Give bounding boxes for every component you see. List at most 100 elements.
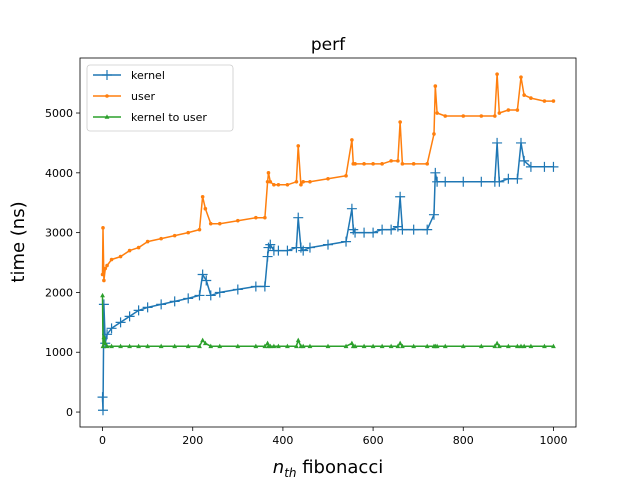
data-point-user: [522, 93, 526, 97]
y-axis-label: time (ns): [8, 201, 29, 282]
data-point-kernel: [515, 137, 526, 148]
x-axis-label-rest: fibonacci: [297, 457, 384, 478]
data-point-user: [101, 226, 105, 230]
data-point-kernel-to-user: [185, 343, 191, 349]
data-point-kernel-to-user: [276, 343, 281, 349]
data-point-kernel: [323, 239, 333, 250]
data-point-user: [217, 221, 222, 226]
data-point-kernel-to-user: [172, 343, 178, 349]
legend-box: [86, 64, 234, 132]
data-point-kernel: [422, 224, 433, 235]
data-point-user: [519, 75, 523, 79]
data-point-kernel-to-user: [442, 343, 448, 349]
data-point-kernel-to-user: [253, 343, 259, 349]
data-point-kernel: [282, 245, 293, 256]
data-point-kernel: [408, 224, 419, 235]
x-tick-label: 0: [99, 434, 106, 447]
data-point-user: [344, 174, 348, 178]
x-tick-label: 800: [453, 434, 474, 447]
data-point-kernel-to-user: [478, 343, 484, 349]
legend-marker-kernel-to-user: [104, 114, 110, 119]
data-point-user: [276, 182, 281, 187]
data-point-kernel: [156, 299, 167, 310]
legend-item-kernel: kernel: [93, 69, 165, 82]
data-point-user: [461, 114, 466, 118]
data-point-kernel: [359, 227, 370, 238]
data-point-kernel: [397, 224, 408, 235]
data-point-user: [411, 162, 416, 166]
x-axis-label: nth fibonacci: [273, 457, 383, 480]
data-point-user: [398, 120, 402, 124]
data-point-kernel: [205, 290, 216, 301]
data-point-kernel-to-user: [395, 343, 401, 349]
data-point-kernel-to-user: [102, 340, 108, 346]
data-point-user: [266, 171, 271, 175]
x-tick-label: 400: [272, 434, 293, 447]
data-point-kernel: [350, 227, 361, 238]
data-point-kernel-to-user: [295, 337, 301, 343]
data-point-kernel-to-user: [400, 343, 405, 349]
data-point-user: [400, 162, 405, 166]
data-point-kernel: [346, 203, 357, 214]
series-kernel: [97, 137, 559, 416]
data-point-user: [186, 230, 191, 235]
data-point-user: [127, 248, 132, 253]
data-point-kernel-to-user: [379, 343, 385, 349]
data-point-kernel-to-user: [361, 343, 367, 349]
data-point-user: [100, 272, 105, 277]
data-point-user: [497, 111, 502, 115]
data-point-user: [203, 206, 208, 211]
data-point-user: [268, 179, 273, 184]
data-point-kernel-to-user: [285, 343, 290, 349]
legend: kernel user kernel to user: [86, 64, 234, 132]
data-point-kernel-to-user: [518, 343, 524, 349]
data-point-kernel: [194, 290, 205, 301]
data-point-user: [159, 236, 163, 241]
data-point-kernel-to-user: [217, 343, 223, 349]
data-point-kernel: [341, 236, 352, 247]
data-point-user: [515, 108, 520, 112]
data-point-kernel-to-user: [494, 340, 500, 346]
series-layer: [97, 72, 559, 416]
data-point-kernel: [476, 176, 487, 187]
data-point-kernel-to-user: [235, 343, 241, 349]
data-point-kernel-to-user: [271, 343, 277, 349]
data-point-kernel: [293, 212, 304, 223]
data-point-kernel: [494, 176, 505, 187]
data-point-kernel: [142, 302, 153, 313]
data-point-user: [435, 111, 439, 115]
data-point-user: [172, 233, 177, 238]
data-point-kernel-to-user: [300, 343, 306, 349]
data-point-user: [371, 162, 375, 166]
data-point-kernel-to-user: [343, 343, 349, 349]
data-point-user: [296, 144, 301, 148]
y-tick-label: 4000: [45, 167, 73, 180]
data-point-kernel: [201, 275, 212, 286]
data-point-kernel: [519, 155, 530, 166]
data-point-kernel: [386, 224, 397, 235]
data-point-user: [299, 182, 303, 187]
series-kernel-to-user: [100, 292, 556, 349]
data-point-kernel: [440, 176, 451, 187]
data-point-user: [380, 162, 384, 166]
data-point-kernel-to-user: [294, 343, 299, 349]
data-point-kernel: [214, 287, 225, 298]
legend-marker-kernel: [102, 70, 112, 80]
x-tick-label: 200: [182, 434, 203, 447]
data-point-user: [208, 221, 213, 226]
chart-title: perf: [311, 35, 346, 55]
data-point-kernel: [102, 329, 113, 340]
data-point-kernel-to-user: [370, 343, 376, 349]
data-point-kernel: [503, 173, 514, 184]
data-point-kernel-to-user: [208, 343, 214, 349]
data-point-kernel-to-user: [492, 343, 498, 349]
data-point-kernel-to-user: [262, 343, 268, 349]
data-point-kernel-to-user: [109, 343, 114, 349]
data-point-kernel-to-user: [101, 334, 107, 340]
data-point-user: [145, 239, 150, 244]
data-point-user: [200, 194, 205, 199]
data-point-user: [109, 257, 114, 262]
series-line-kernel-to-user: [101, 295, 554, 348]
x-axis-label-main: n: [273, 457, 284, 478]
data-point-kernel-to-user: [521, 343, 527, 349]
